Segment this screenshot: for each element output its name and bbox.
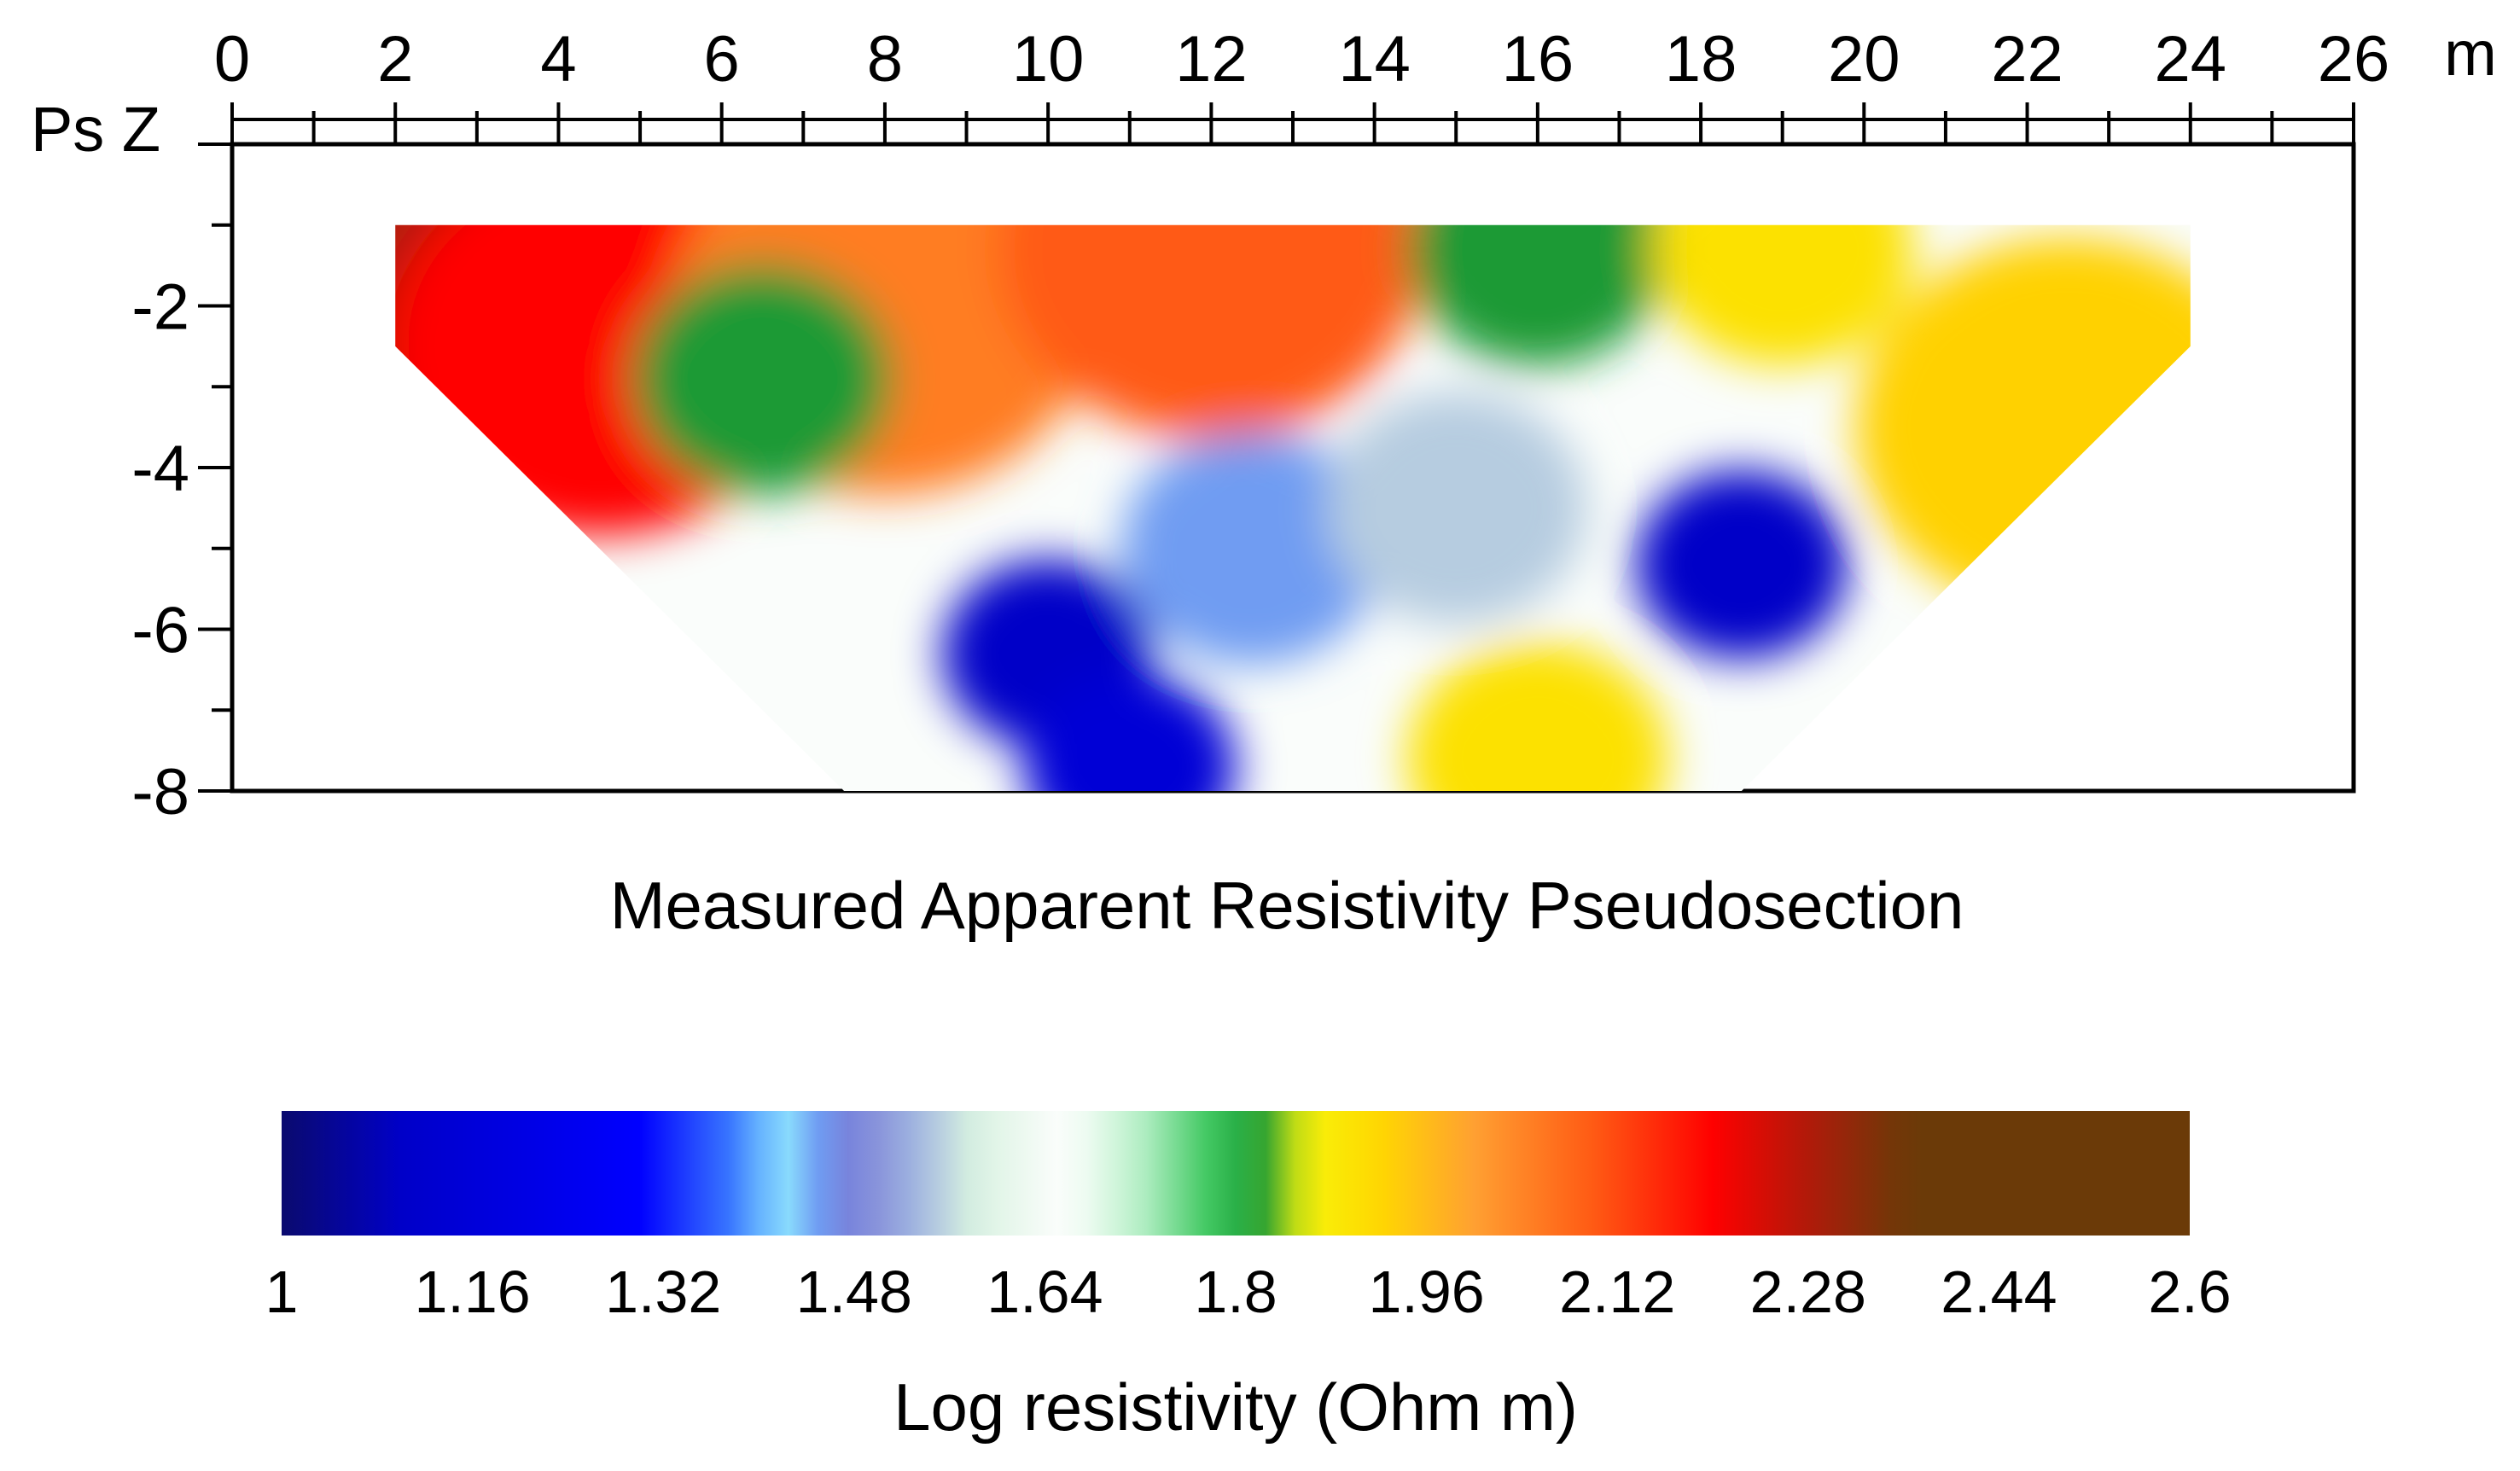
colorbar-ticks: 1 1.16 1.32 1.48 1.64 1.8 1.96 2.12 2.28 2.44 2.6	[265, 1259, 2232, 1325]
x-axis: 0 2 4 6 8 10 12 14 16 18 20 22 24 26	[214, 23, 2389, 144]
resistivity-anomaly	[1635, 469, 1848, 660]
colorbar-tick-label: 1.64	[986, 1259, 1103, 1325]
x-tick-label: 20	[1828, 23, 1900, 96]
colorbar-tick-label: 1.48	[796, 1259, 912, 1325]
colorbar-label: Log resistivity (Ohm m)	[893, 1369, 1578, 1445]
y-axis: -2 -4 -6 -8	[131, 142, 232, 829]
resistivity-anomaly	[1325, 391, 1587, 625]
x-tick-label: 14	[1338, 23, 1411, 96]
x-tick-label: 8	[867, 23, 903, 96]
colorbar-tick-label: 1.32	[605, 1259, 721, 1325]
colorbar-tick-label: 1.8	[1194, 1259, 1277, 1325]
x-tick-label: 26	[2318, 23, 2390, 96]
colorbar-tick-label: 1	[265, 1259, 299, 1325]
colorbar-tick-label: 2.12	[1559, 1259, 1675, 1325]
resistivity-anomaly	[1406, 224, 1668, 366]
chart-title: Measured Apparent Resistivity Pseudosect…	[610, 868, 1964, 943]
y-tick-label: -2	[131, 271, 189, 344]
resistivity-anomaly	[1121, 432, 1383, 666]
x-unit-label: m	[2444, 18, 2497, 89]
x-tick-label: 0	[214, 23, 250, 96]
colorbar-tick-label: 1.16	[414, 1259, 530, 1325]
x-tick-label: 2	[377, 23, 413, 96]
resistivity-anomaly	[1651, 224, 1913, 366]
colorbar-tick-label: 2.28	[1750, 1259, 1866, 1325]
x-tick-label: 22	[1991, 23, 2063, 96]
x-tick-label: 4	[540, 23, 576, 96]
x-tick-label: 10	[1012, 23, 1085, 96]
colorbar-tick-label: 2.6	[2148, 1259, 2231, 1325]
y-axis-label: Ps Z	[31, 94, 160, 165]
resistivity-anomaly	[998, 224, 1423, 439]
colorbar-tick-label: 2.44	[1941, 1259, 2057, 1325]
resistivity-anomaly	[631, 262, 893, 496]
x-tick-label: 18	[1665, 23, 1737, 96]
colorbar	[282, 1111, 2190, 1236]
resistivity-anomaly	[1406, 642, 1668, 791]
resistivity-anomaly	[1023, 672, 1237, 791]
x-tick-label: 12	[1175, 23, 1248, 96]
x-tick-label: 6	[704, 23, 740, 96]
colorbar-tick-label: 1.96	[1368, 1259, 1484, 1325]
y-tick-label: -8	[131, 756, 189, 829]
y-tick-label: -6	[131, 595, 189, 667]
x-tick-label: 24	[2154, 23, 2226, 96]
x-tick-label: 16	[1502, 23, 1574, 96]
y-tick-label: -4	[131, 433, 189, 505]
